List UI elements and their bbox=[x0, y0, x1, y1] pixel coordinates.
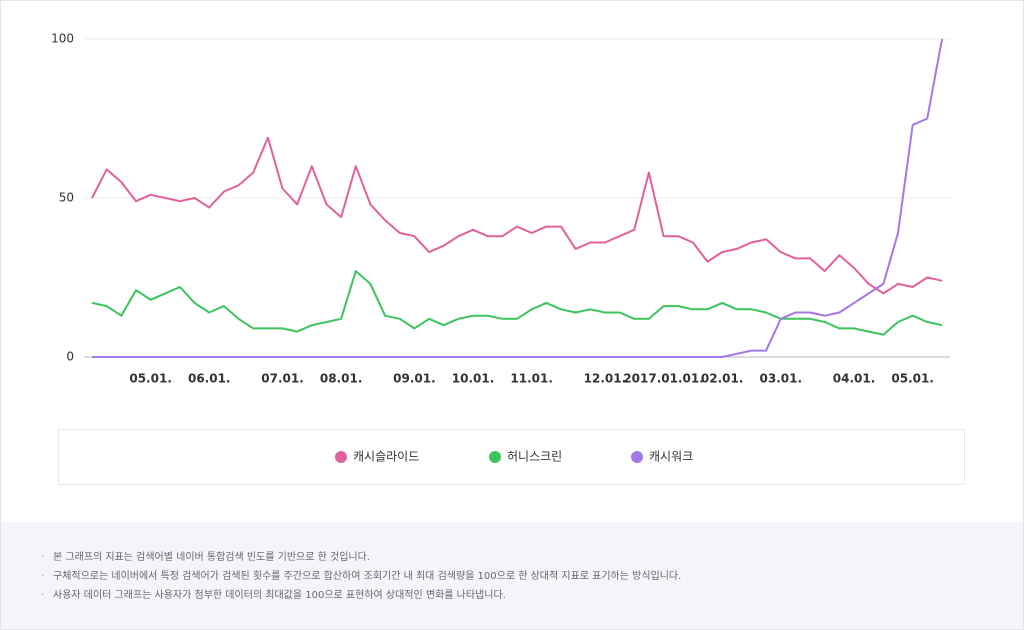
x-tick-label: 09.01. bbox=[393, 372, 436, 386]
legend-items: 캐시슬라이드 허니스크린 캐시워크 bbox=[335, 450, 693, 464]
note: 사용자 데이터 그래프는 사용자가 첨부한 데이터의 최대값을 100으로 표현… bbox=[41, 586, 1023, 605]
x-tick-label: 12.01. bbox=[584, 372, 627, 386]
x-tick-label: 06.01. bbox=[188, 372, 231, 386]
x-tick-label: 08.01. bbox=[320, 372, 363, 386]
x-tick-label: 03.01. bbox=[760, 372, 803, 386]
note: 본 그래프의 지표는 검색어별 네이버 통합검색 빈도를 기반으로 한 것입니다… bbox=[41, 548, 1023, 567]
x-tick-label: 07.01. bbox=[261, 372, 304, 386]
x-tick-label: 10.01. bbox=[452, 372, 495, 386]
legend-label: 허니스크린 bbox=[507, 450, 562, 464]
notes-list: 본 그래프의 지표는 검색어별 네이버 통합검색 빈도를 기반으로 한 것입니다… bbox=[1, 522, 1023, 605]
y-tick-label: 0 bbox=[66, 350, 74, 364]
series-line bbox=[91, 136, 943, 295]
series-line bbox=[92, 38, 943, 358]
legend-swatch bbox=[631, 451, 643, 463]
series-line bbox=[91, 270, 943, 336]
chart: 0 50 100 05.01. 06.01. 07.01. 08.01. 09.01. 10.0… bbox=[51, 32, 950, 386]
x-tick-label: 05.01. bbox=[891, 372, 934, 386]
legend-label: 캐시워크 bbox=[649, 450, 693, 464]
x-tick-label: 05.01. bbox=[129, 372, 172, 386]
y-tick-label: 50 bbox=[59, 191, 74, 205]
x-tick-label: 02.01. bbox=[701, 372, 744, 386]
x-tick-label: 04.01. bbox=[833, 372, 876, 386]
legend-swatch bbox=[335, 451, 347, 463]
footer-notes: 본 그래프의 지표는 검색어별 네이버 통합검색 빈도를 기반으로 한 것입니다… bbox=[1, 522, 1023, 629]
legend-swatch bbox=[489, 451, 501, 463]
y-tick-label: 100 bbox=[51, 32, 74, 46]
x-tick-label: 2017.01.01. bbox=[623, 372, 703, 386]
legend: 캐시슬라이드 허니스크린 캐시워크 bbox=[58, 429, 965, 485]
legend-label: 캐시슬라이드 bbox=[353, 450, 419, 464]
x-tick-label: 11.01. bbox=[510, 372, 553, 386]
note: 구체적으로는 네이버에서 특정 검색어가 검색된 횟수를 주간으로 합산하여 조… bbox=[41, 567, 1023, 586]
